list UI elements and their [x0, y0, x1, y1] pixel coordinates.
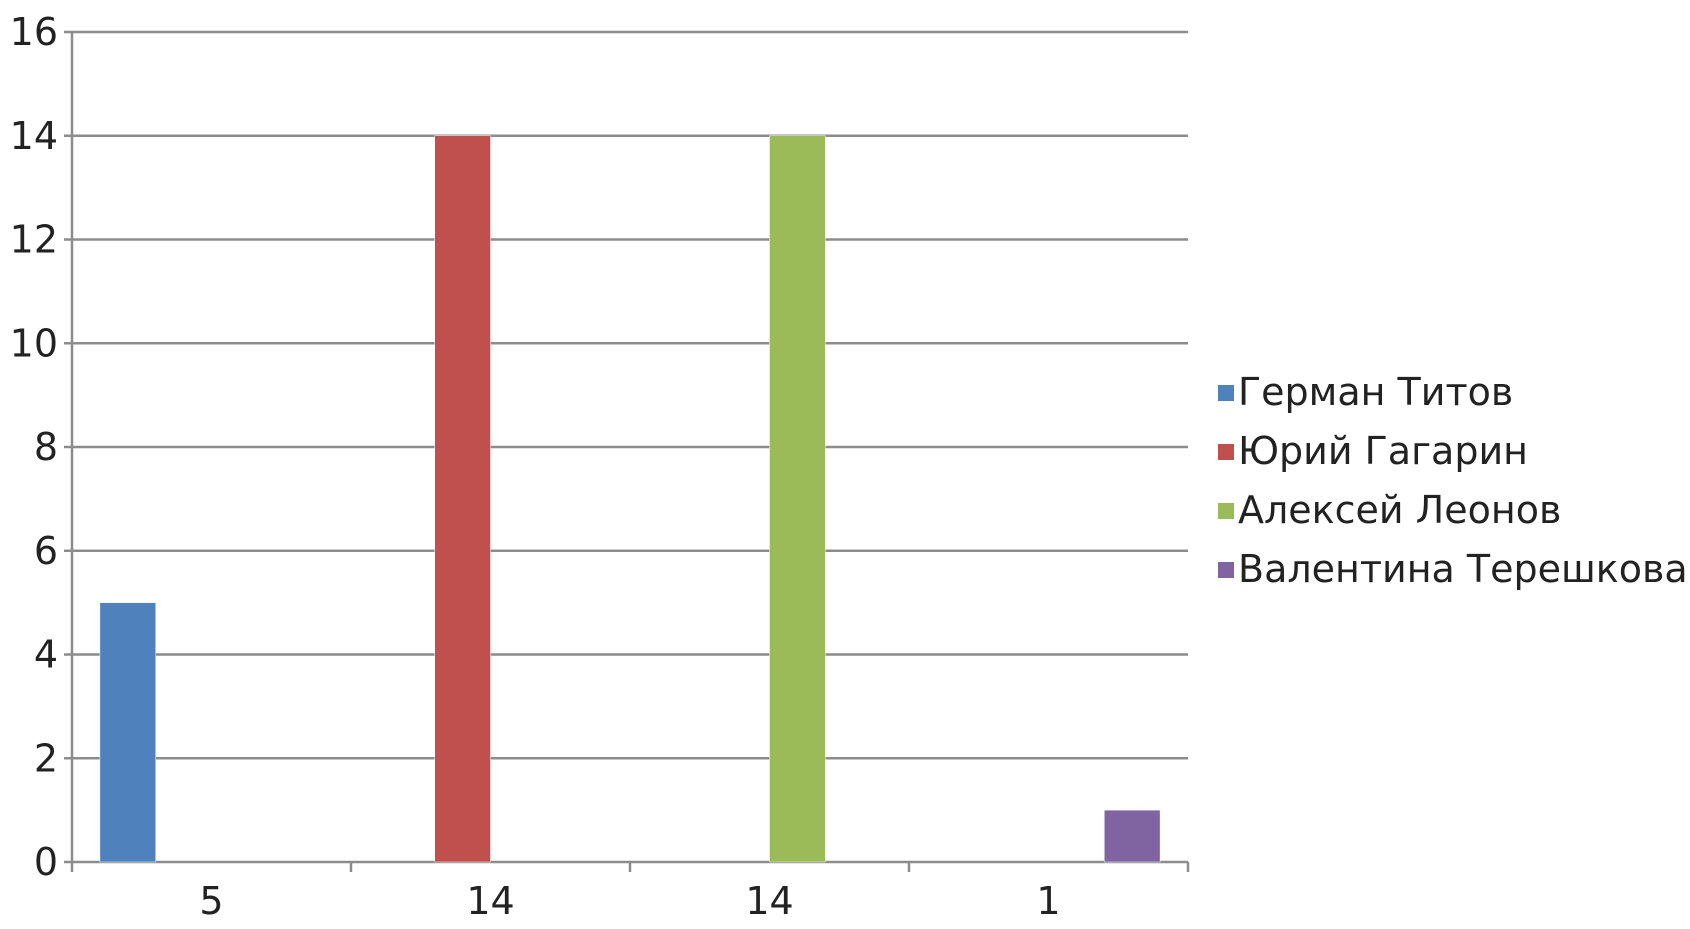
y-tick-label: 6 — [34, 529, 58, 573]
y-tick-label: 2 — [34, 736, 58, 780]
legend-label-1: Герман Титов — [1238, 370, 1513, 414]
x-tick-label: 14 — [466, 879, 514, 923]
x-tick-label: 5 — [199, 879, 223, 923]
y-tick-label: 14 — [10, 114, 58, 158]
x-tick-label: 1 — [1036, 879, 1060, 923]
legend-swatch-1 — [1218, 385, 1234, 401]
bars — [99, 135, 1161, 863]
bar-4-4 — [1104, 809, 1161, 863]
y-tick-label: 4 — [34, 633, 58, 677]
y-tick-label: 8 — [34, 425, 58, 469]
y-tick-label: 12 — [10, 218, 58, 262]
legend-label-3: Алексей Леонов — [1238, 488, 1561, 532]
gridlines — [72, 30, 1188, 760]
y-axis: 0 2 4 6 8 10 12 14 16 — [10, 10, 74, 884]
legend-swatch-4 — [1218, 562, 1234, 578]
x-axis: 5 14 14 1 — [70, 860, 1190, 923]
y-tick-label: 10 — [10, 321, 58, 365]
bar-2-2 — [434, 135, 491, 863]
x-tick-label: 14 — [745, 879, 793, 923]
legend-swatch-3 — [1218, 503, 1234, 519]
y-tick-label: 16 — [10, 10, 58, 54]
legend-label-2: Юрий Гагарин — [1238, 429, 1528, 473]
legend: Герман Титов Юрий Гагарин Алексей Леонов Ва… — [1218, 370, 1688, 591]
legend-swatch-2 — [1218, 444, 1234, 460]
bar-3-3 — [769, 135, 826, 863]
bar-1-1 — [99, 602, 156, 863]
y-tick-label: 0 — [34, 840, 58, 884]
legend-label-4: Валентина Терешкова — [1238, 547, 1688, 591]
